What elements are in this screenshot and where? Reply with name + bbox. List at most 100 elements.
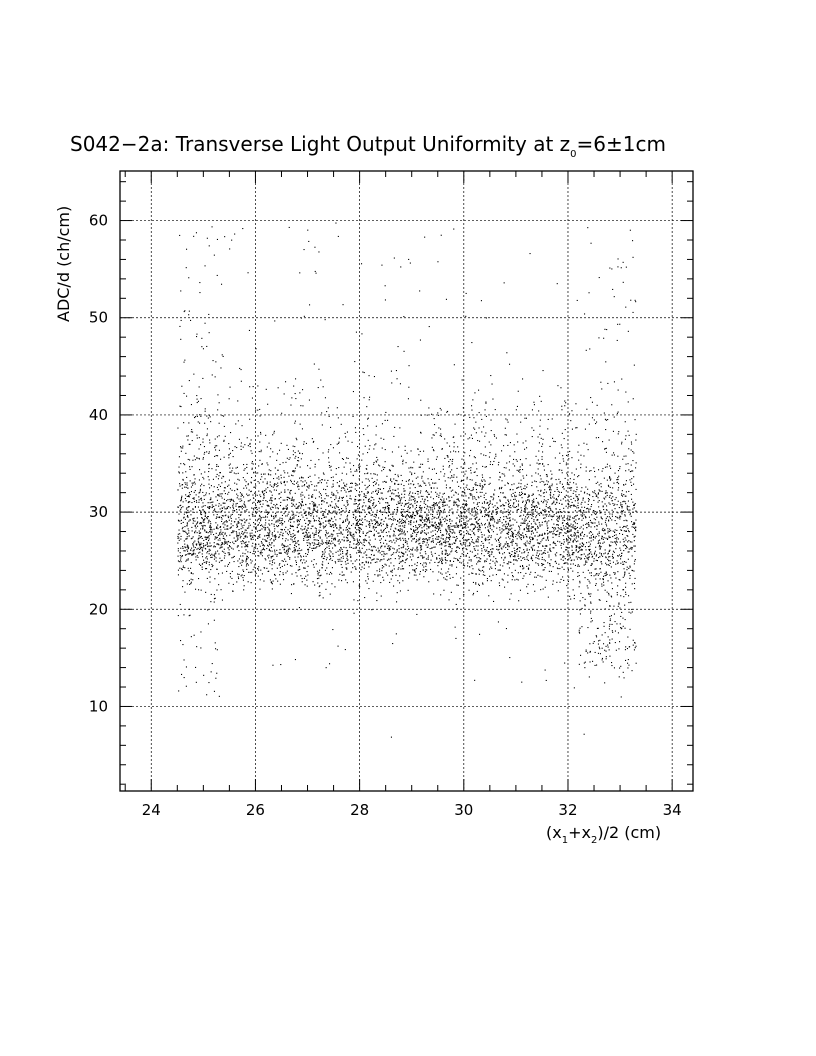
data-point [572,541,574,543]
data-point [504,525,506,527]
data-point [457,526,459,528]
data-point [293,521,295,523]
data-point [362,371,364,373]
data-point [403,553,405,555]
data-point [616,592,618,594]
data-point [352,581,354,583]
data-point [396,378,398,380]
data-point [237,521,239,523]
data-point [345,506,347,508]
data-point [612,553,614,555]
data-point [567,550,569,552]
data-point [605,429,607,431]
data-point [244,468,246,470]
data-point [512,534,514,536]
data-point [233,530,235,532]
data-point [369,530,371,532]
data-point [290,534,292,536]
data-point [623,525,625,527]
data-point [215,560,217,562]
data-point [403,316,405,318]
data-point [460,523,462,525]
data-point [182,501,184,503]
data-point [601,538,603,540]
data-point [193,511,195,513]
data-point [259,503,261,505]
data-point [223,557,225,559]
data-point [464,503,466,505]
data-point [414,498,416,500]
data-point [462,526,464,528]
data-point [251,461,253,463]
data-point [226,506,228,508]
data-point [384,419,386,421]
data-point [488,555,490,557]
data-point [367,417,369,419]
data-point [484,409,486,411]
data-point [586,585,588,587]
data-point [445,519,447,521]
data-point [576,526,578,528]
data-point [414,500,416,502]
data-point [599,512,601,514]
data-point [382,536,384,538]
data-point [511,579,513,581]
data-point [514,556,516,558]
data-point [523,528,525,530]
data-point [517,503,519,505]
data-point [372,497,374,499]
data-point [195,500,197,502]
data-point [488,531,490,533]
data-point [409,516,411,518]
data-point [564,496,566,498]
data-point [412,467,414,469]
data-point [502,511,504,513]
data-point [340,547,342,549]
data-point [566,481,568,483]
data-point [203,498,205,500]
data-point [318,543,320,545]
data-point [402,515,404,517]
data-point [357,520,359,522]
data-point [591,417,593,419]
data-point [446,519,448,521]
data-point [448,497,450,499]
data-point [314,466,316,468]
data-point [427,460,429,462]
data-point [482,476,484,478]
data-point [594,511,596,513]
data-point [218,573,220,575]
data-point [568,536,570,538]
data-point [236,524,238,526]
data-point [518,525,520,527]
data-point [475,573,477,575]
data-point [415,477,417,479]
data-point [471,342,473,344]
data-point [409,508,411,510]
data-point [332,483,334,485]
data-point [328,540,330,542]
data-point [185,538,187,540]
data-point [211,374,213,376]
data-point [332,553,334,555]
data-point [430,541,432,543]
data-point [232,467,234,469]
data-point [188,530,190,532]
data-point [311,495,313,497]
data-point [541,539,543,541]
data-point [556,487,558,489]
data-point [291,584,293,586]
data-point [380,525,382,527]
data-point [608,496,610,498]
data-point [186,495,188,497]
data-point [415,574,417,576]
data-point [551,418,553,420]
data-point [568,512,570,514]
data-point [227,541,229,543]
data-point [322,561,324,563]
data-point [596,528,598,530]
data-point [391,493,393,495]
data-point [303,539,305,541]
data-point [208,571,210,573]
data-point [504,505,506,507]
